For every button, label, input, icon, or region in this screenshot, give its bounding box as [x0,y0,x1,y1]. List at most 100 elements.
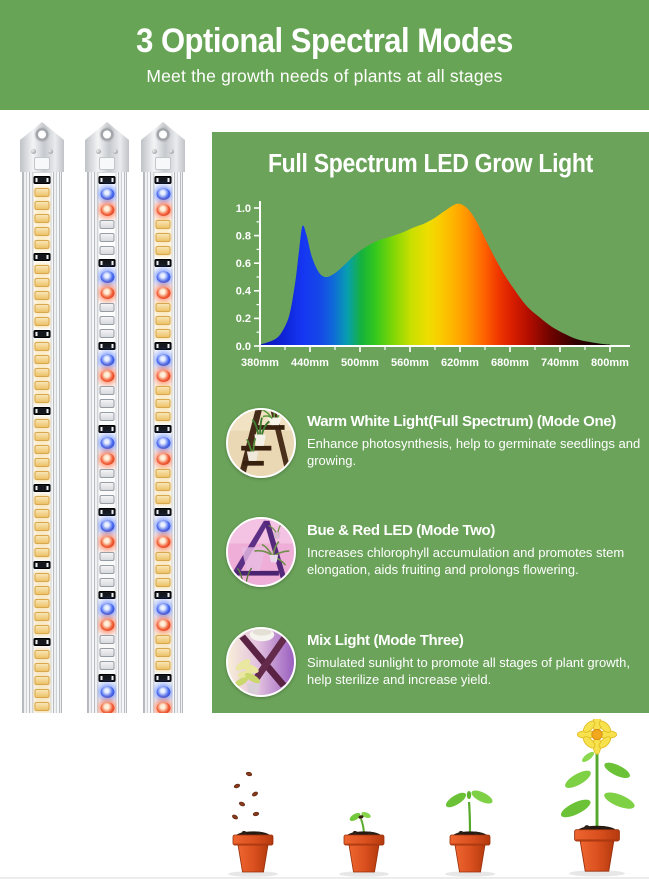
led-chip-warm [34,394,50,403]
led-chip-warm [155,495,171,504]
led-chip-warm [34,522,50,531]
led-chip-red [100,619,114,631]
led-chip-warm [155,412,171,421]
led-chip-blue [156,271,170,283]
led-chip-connector [33,330,51,338]
led-chip-red [100,204,114,216]
warm-white-plant-photo-icon [228,410,294,476]
hanging-cap [141,122,185,172]
led-chip-red [156,370,170,382]
led-chip-warm [34,240,50,249]
screw-icon [169,149,174,154]
led-chip-connector [154,508,172,516]
led-chip-blue [100,271,114,283]
svg-text:800mm: 800mm [591,357,629,369]
led-chip-connector [33,407,51,415]
led-chip-warm [155,246,171,255]
svg-text:0.0: 0.0 [236,341,251,353]
led-chip-connector [33,176,51,184]
led-chip-warm [155,648,171,657]
svg-text:500mm: 500mm [341,357,379,369]
led-chip-warm [34,201,50,210]
led-chip-warm [34,445,50,454]
led-chip-warm [34,471,50,480]
seedling-drawing [445,790,495,877]
panel-title: Full Spectrum LED Grow Light [267,148,594,178]
led-chip-grey [99,399,115,408]
sowing-seeds-drawing [228,771,278,877]
growth-stage-sowing-seeds-icon [193,719,313,879]
led-chip-blue [100,520,114,532]
led-chip-warm [155,233,171,242]
led-chip-warm [155,578,171,587]
svg-text:740mm: 740mm [541,357,579,369]
led-chip-warm [34,573,50,582]
mix-light-plant-photo-icon [228,629,294,695]
spectrum-panel: Full Spectrum LED Grow Light 1.0 0.8 0.6 0.… [212,132,649,713]
svg-text:0.6: 0.6 [236,258,251,270]
led-chip-connector [154,591,172,599]
led-chip-warm [34,663,50,672]
led-chip-red [100,287,114,299]
led-chip-red [156,453,170,465]
led-chip-warm [34,368,50,377]
led-chip-red [100,536,114,548]
led-chip-grey [99,386,115,395]
led-chip-connector [154,259,172,267]
svg-text:0.2: 0.2 [236,313,251,325]
screw-icon [48,149,53,154]
svg-text:560mm: 560mm [391,357,429,369]
led-chip-warm [34,458,50,467]
led-chip-connector [98,342,116,350]
led-chip-grey [99,552,115,561]
led-chip-warm [34,355,50,364]
led-chip-warm [34,535,50,544]
led-chip-warm [34,419,50,428]
blue-red-plant-photo-icon [228,519,294,585]
led-chip-warm [34,586,50,595]
led-chip-warm [155,220,171,229]
led-chip-warm [155,635,171,644]
led-chip-grey [99,661,115,670]
led-chip-grey [99,233,115,242]
led-chip-warm [34,650,50,659]
led-chip-warm [155,329,171,338]
screw-icon [113,149,118,154]
led-chip-warm [34,304,50,313]
led-chip-warm [155,469,171,478]
mix-light-mode-photo [226,627,296,697]
led-chip-red [100,370,114,382]
led-chip-warm [34,625,50,634]
led-chip-warm [155,303,171,312]
led-chip-connector [98,259,116,267]
led-chip-warm [34,188,50,197]
led-chip-grey [99,329,115,338]
led-chip-warm [34,381,50,390]
led-chip-blue [100,188,114,200]
svg-text:440mm: 440mm [291,357,329,369]
led-chip-blue [156,603,170,615]
led-chip-red [156,536,170,548]
growth-stage-sprout-icon [304,719,424,879]
svg-text:0.4: 0.4 [236,286,252,298]
led-chip-warm [34,599,50,608]
led-chip-connector [33,484,51,492]
led-chip-connector [154,425,172,433]
led-chip-blue [100,686,114,698]
led-chip-warm [34,265,50,274]
led-chip-grey [99,303,115,312]
mode-one-heading: Warm White Light(Full Spectrum) (Mode On… [307,413,616,430]
mode-three-description: Simulated sunlight to promote all stages… [307,655,631,688]
led-chip-connector [98,176,116,184]
screw-icon [31,149,36,154]
led-chip-connector [33,253,51,261]
svg-text:1.0: 1.0 [236,203,251,215]
led-chip-connector [98,508,116,516]
warm-white-mode-photo [226,408,296,478]
led-chip-red [156,204,170,216]
led-chip-warm [34,496,50,505]
led-chip-grey [99,316,115,325]
led-chip-warm [155,399,171,408]
hanging-hole-icon [35,128,49,141]
led-chip-warm [34,278,50,287]
